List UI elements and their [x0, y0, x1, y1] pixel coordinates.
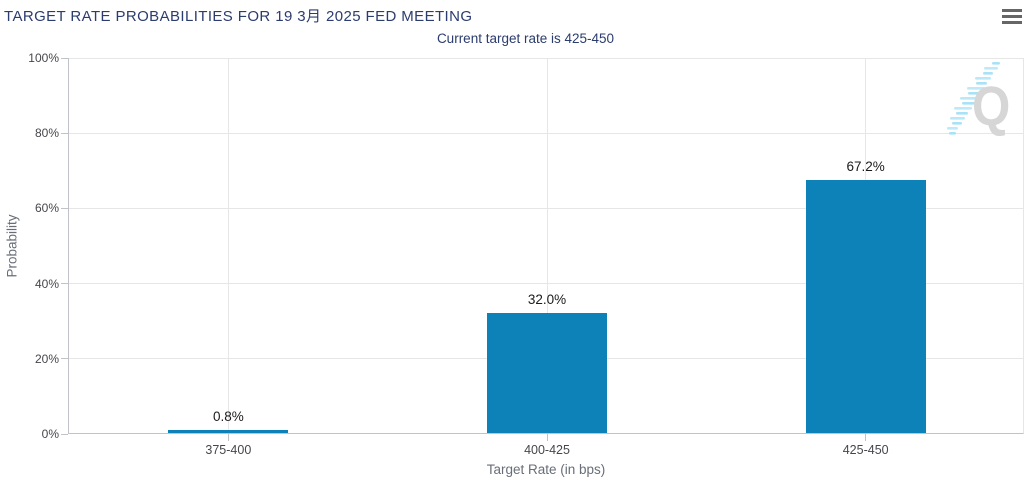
y-tick: [61, 283, 68, 285]
menu-bar: [1002, 9, 1022, 12]
x-tick: [546, 434, 548, 441]
chart-subtitle: Current target rate is 425-450: [436, 31, 615, 46]
plot-area: 0% 20% 40% 60% 80% 100% 0.8% 375-400 32.0% 400-42…: [28, 51, 1024, 457]
x-gridline: [546, 58, 548, 433]
chart-title: TARGET RATE PROBABILITIES FOR 19 3月 2025…: [4, 8, 473, 25]
y-tick: [61, 358, 68, 360]
y-tick-label: 20%: [34, 351, 59, 366]
x-tick: [865, 434, 867, 441]
x-axis-title: Target Rate (in bps): [486, 462, 606, 477]
y-tick: [61, 132, 68, 134]
y-gridline: [69, 132, 1023, 134]
y-tick-label: 100%: [28, 51, 59, 65]
hamburger-menu-icon[interactable]: [1000, 7, 1024, 29]
y-gridline: [69, 207, 1023, 209]
y-tick-label: 80%: [34, 126, 59, 141]
x-category-label: 400-425: [524, 443, 570, 457]
y-tick: [61, 433, 68, 435]
x-tick: [227, 434, 229, 441]
y-gridline: [69, 283, 1023, 285]
x-category-label: 375-400: [205, 443, 252, 457]
y-tick: [61, 57, 68, 59]
y-tick-label: 60%: [34, 201, 59, 216]
bar-425-450[interactable]: [805, 180, 926, 433]
x-gridline: [227, 58, 229, 433]
x-category-label: 425-450: [842, 443, 889, 457]
bar-value-label: 67.2%: [846, 159, 885, 175]
bar-375-400[interactable]: [168, 430, 289, 433]
y-axis-title: Probability: [4, 214, 20, 278]
y-gridline: [69, 57, 1023, 59]
y-tick-label: 40%: [34, 276, 59, 291]
y-tick: [61, 207, 68, 209]
menu-bar: [1002, 15, 1022, 18]
y-tick-label: 0%: [41, 427, 59, 441]
bar-value-label: 32.0%: [527, 291, 567, 307]
bar-400-425[interactable]: [487, 312, 607, 433]
menu-bar: [1002, 21, 1022, 24]
bar-value-label: 0.8%: [212, 409, 244, 424]
